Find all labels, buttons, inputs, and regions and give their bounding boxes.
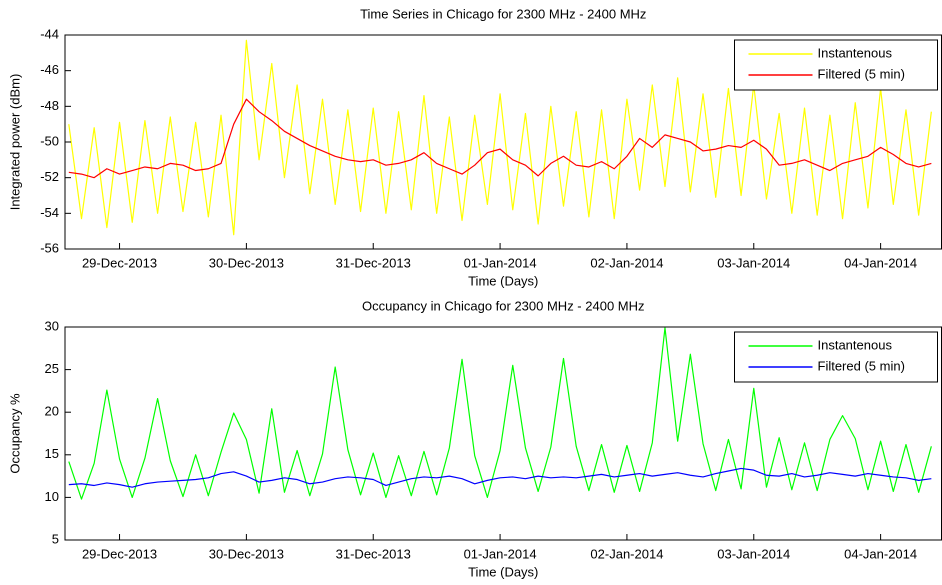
x-tick-label: 31-Dec-2013 — [336, 255, 411, 270]
y-tick-label: 10 — [45, 489, 59, 504]
x-tick-label: 02-Jan-2014 — [590, 255, 663, 270]
y-axis-label: Integrated power (dBm) — [7, 74, 22, 211]
y-tick-label: 20 — [45, 404, 59, 419]
x-tick-label: 31-Dec-2013 — [336, 546, 411, 561]
plot-area — [68, 327, 932, 500]
x-axis-label: Time (Days) — [468, 273, 538, 288]
y-axis-label: Occupancy % — [7, 393, 22, 474]
x-tick-label: 29-Dec-2013 — [82, 255, 157, 270]
y-tick-label: -44 — [40, 26, 59, 41]
series-line — [68, 98, 932, 179]
y-tick-label: 5 — [52, 531, 59, 546]
series-line — [68, 467, 932, 488]
x-tick-label: 03-Jan-2014 — [717, 255, 790, 270]
legend-box — [734, 39, 938, 91]
chart-title: Occupancy in Chicago for 2300 MHz - 2400… — [362, 298, 645, 313]
legend-label: Filtered (5 min) — [818, 358, 905, 373]
series-line — [68, 327, 932, 500]
plot-area — [68, 39, 932, 236]
x-tick-label: 30-Dec-2013 — [209, 255, 284, 270]
y-tick-label: -48 — [40, 98, 59, 113]
y-tick-label: -54 — [40, 205, 59, 220]
y-tick-label: 30 — [45, 318, 59, 333]
x-tick-label: 03-Jan-2014 — [717, 546, 790, 561]
y-tick-label: 15 — [45, 446, 59, 461]
x-tick-label: 04-Jan-2014 — [844, 546, 917, 561]
y-tick-label: -56 — [40, 240, 59, 255]
y-tick-label: -46 — [40, 62, 59, 77]
series-line — [68, 39, 932, 236]
x-tick-label: 30-Dec-2013 — [209, 546, 284, 561]
x-tick-label: 29-Dec-2013 — [82, 546, 157, 561]
y-tick-label: -52 — [40, 169, 59, 184]
legend-box — [734, 331, 938, 383]
legend-label: Filtered (5 min) — [818, 66, 905, 81]
x-tick-label: 04-Jan-2014 — [844, 255, 917, 270]
x-tick-label: 01-Jan-2014 — [464, 546, 537, 561]
chart-title: Time Series in Chicago for 2300 MHz - 24… — [360, 6, 646, 21]
legend-label: Instantenous — [818, 45, 893, 60]
y-tick-label: 25 — [45, 361, 59, 376]
x-tick-label: 02-Jan-2014 — [590, 546, 663, 561]
legend-label: Instantenous — [818, 337, 893, 352]
y-tick-label: -50 — [40, 133, 59, 148]
x-tick-label: 01-Jan-2014 — [464, 255, 537, 270]
x-axis-label: Time (Days) — [468, 564, 538, 579]
